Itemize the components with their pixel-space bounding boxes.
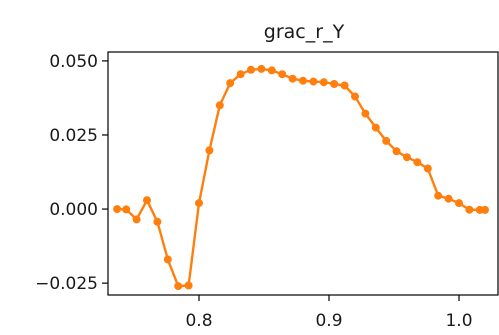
y-tick-label: 0.025 — [49, 126, 98, 146]
data-point — [361, 109, 370, 118]
data-point — [340, 81, 349, 90]
data-point — [481, 205, 489, 214]
data-point — [153, 217, 162, 226]
series-layer — [113, 64, 489, 291]
data-point — [455, 199, 463, 208]
data-point — [132, 215, 141, 224]
data-point — [299, 76, 307, 85]
data-point — [392, 147, 401, 156]
data-point — [195, 199, 203, 208]
data-point — [184, 281, 193, 290]
data-point — [215, 101, 224, 110]
chart-title: grac_r_Y — [264, 21, 345, 43]
y-tick-label: 0.000 — [49, 200, 98, 220]
data-point — [205, 146, 214, 155]
data-point — [413, 158, 422, 167]
data-point — [319, 78, 328, 87]
x-tick-label: 1.0 — [445, 311, 472, 331]
data-point — [122, 205, 131, 214]
data-point — [371, 123, 380, 132]
data-point — [278, 70, 287, 79]
data-point — [247, 65, 255, 74]
data-point — [257, 64, 266, 73]
data-point — [174, 282, 183, 291]
data-point — [434, 191, 443, 200]
plot-area-frame — [107, 51, 499, 296]
data-point — [382, 136, 391, 145]
data-point — [113, 205, 122, 214]
data-point — [236, 70, 245, 79]
data-point — [267, 66, 276, 75]
data-point — [465, 205, 474, 214]
x-tick-label: 0.8 — [185, 311, 212, 331]
y-tick-label: −0.025 — [35, 274, 98, 294]
series-line — [117, 67, 485, 288]
data-point — [330, 80, 339, 88]
y-axis: −0.025 0.000 0.025 0.050 — [35, 52, 108, 294]
data-point — [163, 255, 172, 264]
data-point — [423, 164, 432, 173]
data-point — [288, 74, 297, 83]
data-point — [309, 77, 318, 86]
x-axis: 0.8 0.9 1.0 — [185, 295, 473, 331]
data-point — [403, 153, 411, 162]
data-point — [351, 92, 359, 101]
y-tick-label: 0.050 — [49, 52, 98, 72]
x-tick-label: 0.9 — [315, 311, 342, 331]
data-point — [226, 79, 235, 88]
data-point — [444, 194, 453, 203]
data-point — [143, 196, 151, 205]
